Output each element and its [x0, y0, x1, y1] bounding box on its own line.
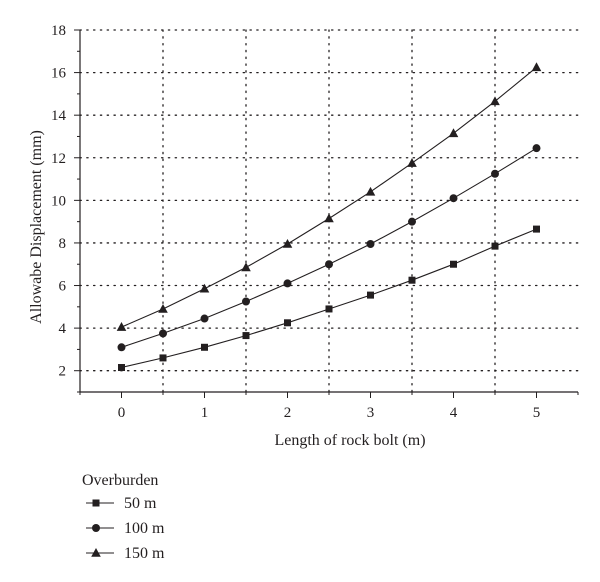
- data-point: [159, 354, 167, 362]
- data-point: [449, 194, 458, 203]
- x-axis-title: Length of rock bolt (m): [274, 432, 425, 449]
- data-point: [116, 322, 127, 331]
- data-point: [366, 240, 375, 249]
- data-series: [116, 62, 542, 372]
- data-point: [407, 158, 417, 167]
- y-tick-label: 10: [51, 193, 66, 209]
- data-point: [241, 262, 251, 272]
- data-point: [490, 96, 500, 106]
- data-point: [491, 242, 499, 250]
- y-tick-label: 16: [51, 66, 67, 82]
- x-tick-label: 1: [201, 405, 209, 421]
- data-point: [158, 303, 168, 313]
- data-point: [365, 186, 376, 196]
- data-point: [199, 283, 210, 293]
- data-point: [533, 225, 540, 233]
- legend-label: 150 m: [124, 545, 165, 562]
- y-tick-label: 18: [51, 23, 66, 39]
- data-point: [408, 217, 416, 226]
- x-tick-label: 0: [118, 405, 126, 421]
- series-triangle: [116, 62, 542, 331]
- data-point: [532, 144, 541, 153]
- legend-items: 50 m 100 m 150 m: [86, 495, 165, 562]
- y-axis-title: Allowabe Displacement (mm): [28, 130, 45, 324]
- data-point: [282, 239, 293, 248]
- x-tick-label: 4: [450, 405, 458, 421]
- data-point: [324, 213, 334, 223]
- series-square: [118, 225, 540, 372]
- data-point: [201, 343, 208, 351]
- legend-marker: [92, 524, 100, 532]
- data-point: [118, 364, 125, 372]
- x-tick-label: 3: [367, 405, 375, 421]
- data-point: [367, 291, 374, 299]
- x-tick-label: 5: [533, 405, 541, 421]
- data-point: [200, 314, 209, 323]
- x-tick-label: 2: [284, 405, 292, 421]
- y-tick-label: 2: [59, 364, 67, 380]
- y-tick-label: 4: [59, 321, 67, 337]
- data-point: [283, 279, 292, 288]
- data-point: [408, 276, 416, 284]
- y-tick-label: 14: [51, 108, 67, 124]
- legend-marker: [92, 499, 100, 507]
- data-point: [325, 305, 333, 313]
- legend-title: Overburden: [82, 472, 158, 489]
- data-point: [325, 260, 333, 269]
- data-point: [117, 343, 126, 352]
- data-point: [242, 332, 250, 340]
- data-point: [284, 319, 291, 327]
- data-point: [491, 169, 499, 178]
- y-tick-label: 12: [51, 151, 66, 167]
- data-point: [450, 260, 457, 268]
- legend-label: 50 m: [124, 495, 157, 512]
- legend-label: 100 m: [124, 520, 165, 537]
- y-tick-label: 8: [59, 236, 67, 252]
- series-circle: [117, 144, 541, 352]
- data-point: [159, 329, 167, 338]
- legend-marker: [91, 548, 101, 557]
- data-point: [448, 128, 459, 138]
- data-point: [531, 62, 542, 72]
- data-point: [242, 297, 250, 306]
- y-tick-label: 6: [59, 279, 67, 295]
- legend: Overburden 50 m 100 m 150 m: [82, 472, 165, 562]
- grid-lines: [79, 29, 579, 393]
